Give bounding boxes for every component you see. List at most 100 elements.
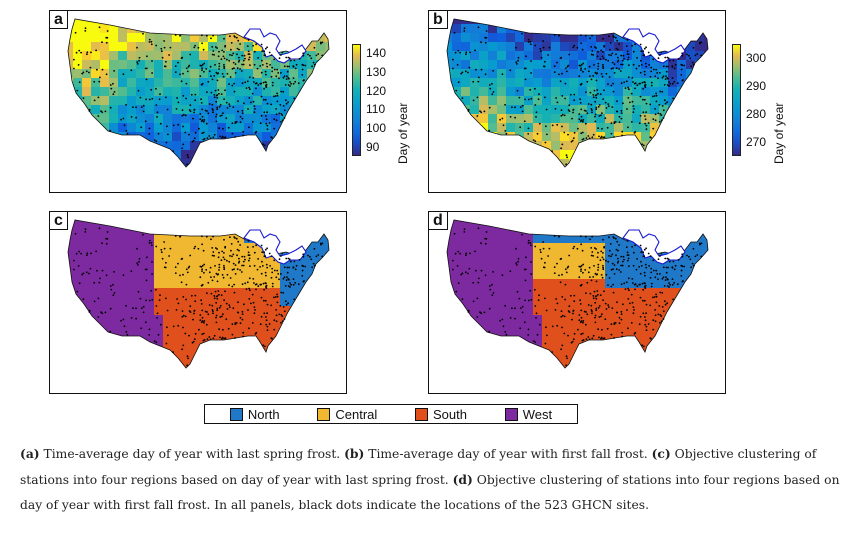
map-cell bbox=[695, 333, 705, 343]
map-cell bbox=[632, 243, 642, 253]
station-dot bbox=[597, 251, 599, 254]
map-cell bbox=[686, 306, 696, 316]
station-dot bbox=[561, 296, 564, 298]
map-cell bbox=[271, 69, 281, 79]
map-cell bbox=[154, 33, 164, 43]
map-cell bbox=[452, 243, 462, 253]
map-cell bbox=[461, 220, 471, 226]
map-cell bbox=[181, 141, 191, 151]
station-dot bbox=[609, 48, 611, 51]
station-dot bbox=[560, 114, 563, 117]
station-dot bbox=[597, 263, 600, 266]
station-dot bbox=[228, 103, 231, 105]
map-cell bbox=[470, 159, 480, 167]
map-cell bbox=[650, 342, 660, 352]
station-dot bbox=[232, 253, 235, 256]
station-dot bbox=[582, 271, 584, 274]
station-dot bbox=[626, 39, 629, 41]
station-dot bbox=[201, 69, 203, 71]
map-cell bbox=[596, 42, 606, 52]
map-cell bbox=[461, 360, 471, 368]
map-cell bbox=[686, 87, 696, 97]
map-cell bbox=[551, 42, 561, 52]
panel-letter-b: b bbox=[429, 11, 448, 29]
map-cell bbox=[632, 324, 642, 334]
map-cell bbox=[235, 105, 245, 115]
map-cell bbox=[118, 225, 128, 235]
map-cell bbox=[596, 243, 606, 253]
station-dot bbox=[612, 291, 615, 294]
map-cell bbox=[253, 220, 263, 226]
map-cell bbox=[479, 220, 489, 226]
map-cell bbox=[280, 78, 290, 88]
station-dot bbox=[158, 98, 161, 101]
map-cell bbox=[479, 252, 489, 262]
map-cell bbox=[578, 279, 588, 289]
station-dot bbox=[594, 113, 597, 116]
map-cell bbox=[172, 360, 182, 368]
station-dot bbox=[130, 270, 133, 273]
map-cell bbox=[479, 360, 489, 368]
station-dot bbox=[216, 307, 219, 310]
station-dot bbox=[662, 65, 665, 68]
map-cell bbox=[280, 132, 290, 142]
legend-item-north: North bbox=[229, 407, 280, 422]
map-cell bbox=[542, 351, 552, 361]
station-dot bbox=[266, 102, 269, 105]
map-cell bbox=[316, 96, 326, 106]
map-cell bbox=[641, 225, 651, 235]
station-dot bbox=[264, 98, 267, 101]
station-dot bbox=[241, 112, 244, 114]
station-dot bbox=[457, 81, 460, 84]
map-cell bbox=[686, 315, 696, 325]
station-dot bbox=[101, 111, 104, 114]
map-cell bbox=[641, 69, 651, 79]
map-cell bbox=[632, 78, 642, 88]
map-cell bbox=[659, 150, 669, 160]
station-dot bbox=[286, 266, 289, 269]
map-cell bbox=[244, 288, 254, 298]
station-dot bbox=[535, 111, 538, 114]
map-cell bbox=[100, 342, 110, 352]
map-cell bbox=[316, 123, 326, 133]
map-cell bbox=[470, 225, 480, 235]
map-cell bbox=[479, 105, 489, 115]
map-cell bbox=[208, 225, 218, 235]
station-dot bbox=[612, 268, 614, 271]
map-cell bbox=[461, 123, 471, 133]
map-cell bbox=[91, 270, 101, 280]
map-cell bbox=[551, 132, 561, 142]
map-cell bbox=[578, 96, 588, 106]
map-cell bbox=[704, 78, 708, 88]
map-cell bbox=[447, 234, 453, 244]
map-cell bbox=[587, 19, 597, 25]
map-cell bbox=[542, 96, 552, 106]
station-dot bbox=[237, 39, 240, 42]
station-dot bbox=[529, 43, 532, 46]
station-dot bbox=[656, 273, 659, 275]
map-cell bbox=[298, 324, 308, 334]
map-cell bbox=[506, 69, 516, 79]
map-cell bbox=[659, 351, 669, 361]
map-cell bbox=[136, 105, 146, 115]
map-cell bbox=[470, 132, 480, 142]
map-cell bbox=[560, 324, 570, 334]
great-lakes bbox=[243, 229, 307, 265]
station-dot bbox=[692, 264, 695, 267]
station-dot bbox=[191, 140, 194, 143]
map-cell bbox=[118, 96, 128, 106]
station-dot bbox=[686, 254, 688, 257]
map-cell bbox=[118, 252, 128, 262]
station-dot bbox=[192, 340, 195, 343]
station-dot bbox=[591, 109, 593, 111]
map-cell bbox=[190, 24, 200, 34]
station-dot bbox=[263, 299, 265, 302]
station-dot bbox=[666, 56, 669, 59]
map-cell bbox=[623, 159, 633, 167]
map-cell bbox=[325, 168, 335, 178]
map-cell bbox=[91, 51, 101, 61]
map-cell bbox=[470, 33, 480, 43]
station-dot bbox=[189, 254, 192, 257]
station-dot bbox=[611, 253, 614, 256]
station-dot bbox=[123, 124, 126, 127]
